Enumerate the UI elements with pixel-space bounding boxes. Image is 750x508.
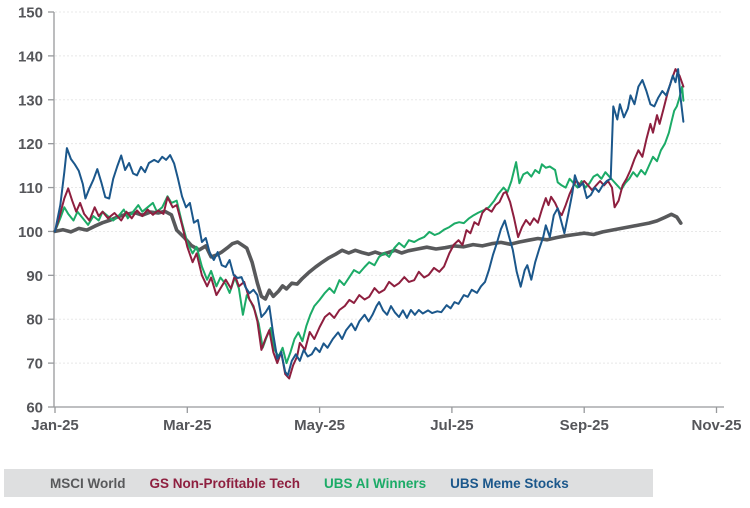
y-axis-tick-label: 120 bbox=[18, 136, 43, 153]
series-line-gs-non-profitable-tech bbox=[54, 68, 685, 380]
y-axis-tick-label: 150 bbox=[18, 5, 43, 22]
price-index-line-chart: 60 70 80 90 100 110 120 130 140 150 Jan-25 Mar-25 Ma… bbox=[18, 5, 742, 435]
y-axis-tick-label: 70 bbox=[26, 356, 43, 373]
y-axis-tick-label: 110 bbox=[19, 180, 43, 197]
series-line-ubs-meme-stocks bbox=[54, 68, 685, 377]
legend-item-msci-world: MSCI World bbox=[50, 475, 126, 491]
x-axis-tick-label: May-25 bbox=[294, 417, 345, 434]
legend-item-gs-non-profitable-tech: GS Non-Profitable Tech bbox=[149, 475, 301, 491]
y-axis-tick-label: 140 bbox=[18, 48, 43, 65]
x-axis-tick-label: Jul-25 bbox=[430, 417, 473, 434]
legend-bar: MSCI World GS Non-Profitable Tech UBS AI… bbox=[4, 469, 653, 497]
y-axis-tick-label: 90 bbox=[26, 268, 43, 285]
x-axis-tick-label: Mar-25 bbox=[163, 417, 211, 434]
x-axis-tick-label: Nov-25 bbox=[691, 417, 741, 434]
x-axis-tick-label: Sep-25 bbox=[560, 417, 609, 434]
series-line-msci-world bbox=[53, 209, 683, 301]
y-axis-tick-label: 60 bbox=[26, 400, 43, 417]
y-axis-tick-label: 130 bbox=[18, 92, 43, 109]
y-axis-tick-label: 100 bbox=[18, 224, 43, 241]
y-axis-tick-label: 80 bbox=[26, 312, 43, 329]
x-axis-tick-label: Jan-25 bbox=[31, 417, 79, 434]
legend-item-ubs-ai-winners: UBS AI Winners bbox=[324, 475, 427, 491]
legend-item-ubs-meme-stocks: UBS Meme Stocks bbox=[450, 475, 569, 491]
